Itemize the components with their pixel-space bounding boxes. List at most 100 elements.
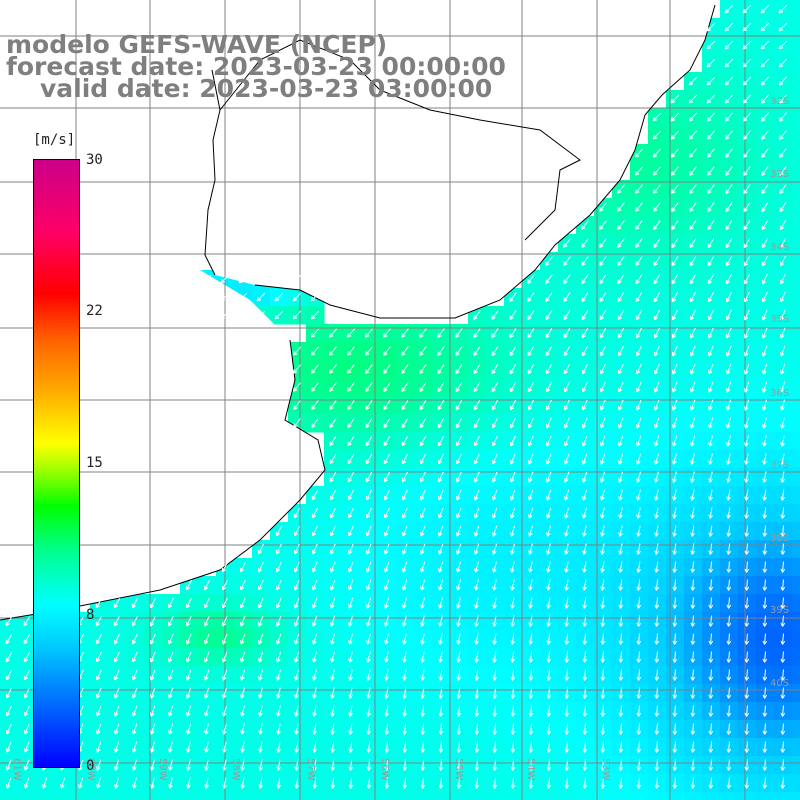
wind-cell	[756, 792, 775, 800]
wind-cell	[72, 792, 91, 800]
wind-arrow	[311, 525, 318, 537]
wind-arrow	[582, 759, 588, 771]
wind-arrow	[5, 634, 13, 645]
wind-arrow	[690, 777, 696, 789]
wind-arrow	[546, 525, 551, 537]
wind-arrow	[420, 777, 426, 789]
wind-arrow	[509, 417, 516, 429]
wind-arrow	[384, 579, 390, 591]
wind-arrow	[762, 471, 767, 483]
wind-arrow	[724, 58, 734, 68]
wind-cell	[594, 792, 613, 800]
wind-arrow	[618, 705, 624, 717]
wind-arrow	[437, 382, 445, 393]
wind-arrow	[725, 166, 733, 176]
wind-arrow	[258, 669, 264, 681]
wind-arrow	[600, 741, 606, 753]
wind-arrow	[528, 579, 533, 591]
wind-arrow	[365, 418, 373, 429]
wind-arrow	[384, 687, 389, 699]
wind-arrow	[724, 22, 734, 32]
wind-arrow	[258, 633, 264, 645]
wind-arrow	[652, 148, 662, 158]
wind-arrow	[473, 471, 480, 483]
wind-arrow	[347, 489, 354, 501]
wind-cell	[792, 612, 800, 631]
wind-arrow	[690, 705, 696, 717]
wind-arrow	[528, 507, 534, 519]
wind-arrow	[329, 561, 336, 573]
wind-cell	[702, 792, 721, 800]
colorbar-tick-22: 22	[86, 303, 103, 319]
wind-arrow	[671, 202, 679, 212]
wind-arrow	[203, 597, 210, 609]
wind-arrow	[563, 256, 571, 266]
wind-arrow	[257, 543, 264, 555]
wind-arrow	[564, 759, 570, 771]
wind-arrow	[616, 184, 625, 194]
wind-arrow	[419, 417, 427, 429]
wind-cell	[378, 792, 397, 800]
wind-arrow	[221, 633, 228, 645]
wind-arrow	[582, 615, 588, 627]
wind-arrow	[636, 471, 642, 483]
wind-arrow	[456, 759, 462, 771]
wind-arrow	[420, 633, 425, 645]
wind-arrow	[329, 579, 336, 591]
wind-arrow	[275, 597, 282, 609]
wind-arrow	[635, 381, 642, 393]
wind-arrow	[617, 238, 625, 248]
wind-arrow	[618, 651, 624, 663]
wind-arrow	[473, 328, 481, 338]
wind-cell	[252, 792, 271, 800]
wind-arrow	[742, 76, 752, 86]
wind-arrow	[383, 328, 391, 338]
wind-arrow	[563, 274, 571, 284]
wind-arrow	[600, 651, 606, 663]
lon-label: 53W	[600, 758, 611, 781]
wind-arrow	[348, 597, 354, 609]
wind-arrow	[706, 130, 715, 140]
wind-arrow	[204, 705, 210, 717]
wind-arrow	[222, 687, 228, 699]
wind-cell	[630, 792, 649, 800]
wind-arrow	[348, 777, 354, 789]
wind-arrow	[780, 633, 786, 645]
wind-arrow	[276, 777, 282, 789]
wind-arrow	[402, 705, 408, 717]
wind-arrow	[582, 651, 588, 663]
wind-arrow	[492, 705, 498, 717]
colorbar-tick-30: 30	[86, 152, 103, 168]
wind-arrow	[707, 202, 715, 212]
wind-arrow	[617, 363, 624, 375]
wind-arrow	[528, 471, 534, 483]
wind-arrow	[672, 525, 677, 537]
wind-arrow	[742, 22, 752, 32]
wind-arrow	[23, 687, 30, 699]
wind-arrow	[491, 489, 498, 501]
wind-arrow	[672, 507, 677, 519]
wind-arrow	[762, 741, 768, 753]
wind-arrow	[690, 543, 696, 555]
wind-arrow	[581, 327, 589, 339]
wind-arrow	[743, 148, 751, 158]
wind-cell	[792, 630, 800, 649]
wind-arrow	[348, 579, 354, 591]
wind-arrow	[708, 453, 713, 465]
wind-arrow	[293, 579, 300, 591]
wind-arrow	[726, 615, 732, 627]
wind-arrow	[510, 759, 516, 771]
wind-arrow	[204, 687, 210, 699]
wind-arrow	[599, 274, 607, 285]
wind-arrow	[438, 687, 444, 699]
wind-arrow	[455, 364, 463, 375]
wind-arrow	[724, 4, 734, 14]
wind-arrow	[492, 543, 498, 555]
wind-vectors	[5, 4, 788, 789]
wind-arrow	[474, 759, 480, 771]
wind-arrow	[546, 669, 552, 681]
wind-arrow	[726, 705, 732, 717]
wind-arrow	[760, 58, 770, 68]
wind-arrow	[329, 382, 337, 392]
wind-cell	[792, 396, 800, 415]
